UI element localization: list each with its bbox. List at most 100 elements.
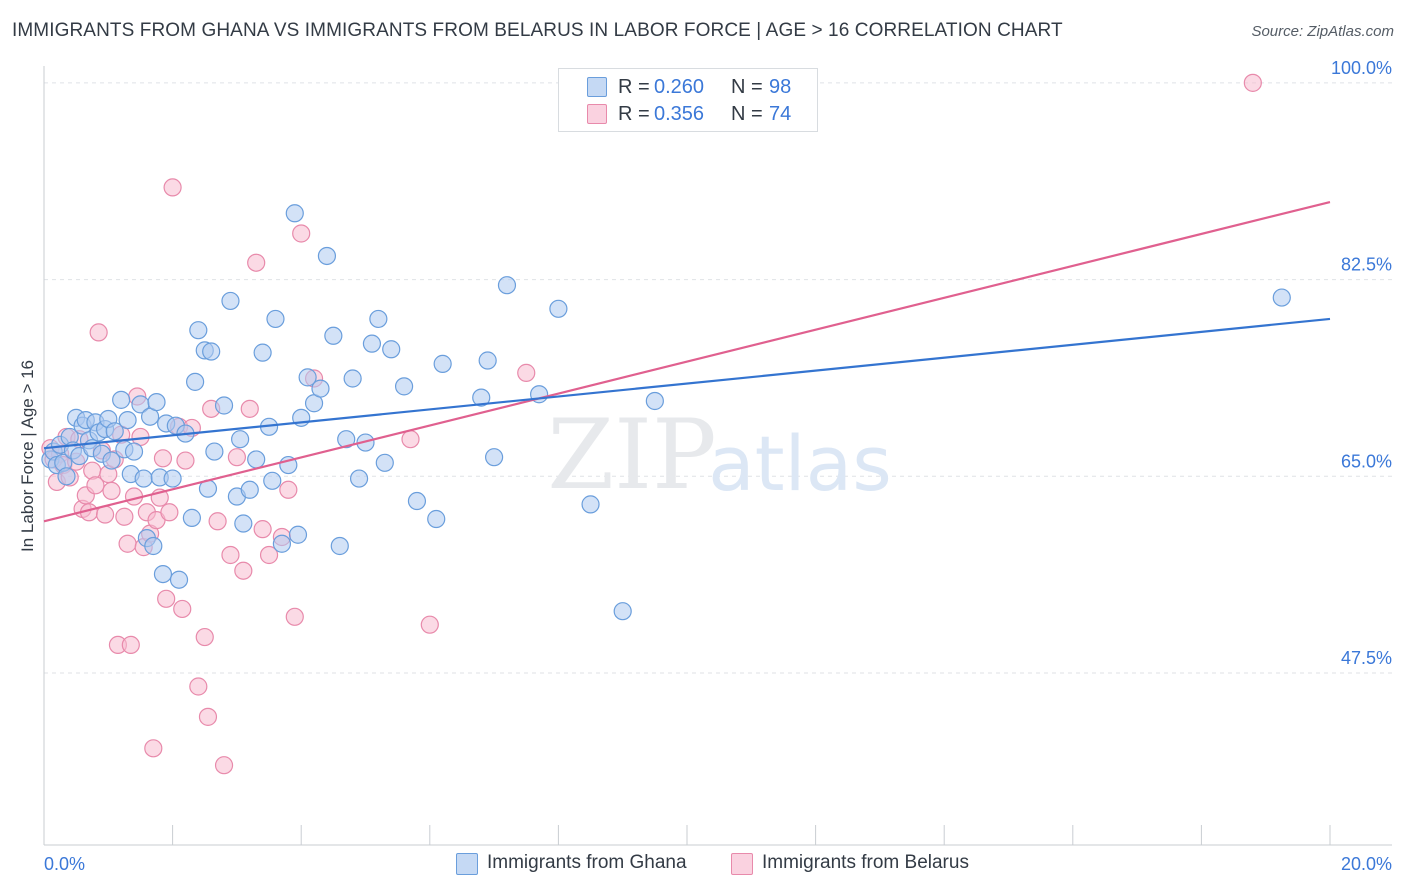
ghana-points <box>41 204 1291 621</box>
watermark-atlas: atlas <box>708 419 892 508</box>
ghana-point <box>144 536 163 556</box>
ghana-point <box>263 471 282 490</box>
ghana-point <box>147 393 166 412</box>
ghana-point <box>645 391 664 411</box>
ghana-point <box>311 379 330 398</box>
ghana-point <box>288 525 308 544</box>
legend-n-value-ghana: 98 <box>769 76 792 98</box>
legend-r-label: R = <box>618 76 650 98</box>
watermark: ZIP atlas <box>547 399 891 511</box>
ghana-point <box>247 450 266 469</box>
ghana-point <box>613 602 632 621</box>
belarus-swatch <box>731 853 753 875</box>
ghana-point <box>163 469 182 488</box>
ghana-point <box>186 372 205 391</box>
ghana-point <box>427 509 446 529</box>
ghana-point <box>231 430 250 449</box>
ghana-point <box>118 410 137 430</box>
ghana-point <box>253 343 272 362</box>
ghana-point <box>202 342 221 361</box>
ghana-legend-label: Immigrants from Ghana <box>487 852 687 873</box>
belarus-point <box>292 224 311 243</box>
belarus-point <box>221 545 240 565</box>
ghana-point <box>581 495 600 514</box>
grid-lines <box>44 82 1392 674</box>
ghana-point <box>182 508 201 527</box>
legend-n-label: N = <box>731 76 763 98</box>
tick-labels: 47.5% 65.0% 82.5% 100.0% 0.0% 20.0% <box>44 58 1392 874</box>
belarus-point <box>118 534 137 553</box>
ghana-point <box>205 442 224 461</box>
belarus-point <box>420 615 439 634</box>
ghana-point <box>102 451 121 470</box>
correlation-legend: R = 0.260 N = 98 R = 0.356 N = 74 <box>558 68 818 132</box>
ghana-point <box>298 368 317 387</box>
belarus-point <box>189 677 208 696</box>
belarus-point <box>517 363 536 382</box>
ghana-point <box>337 430 356 449</box>
legend-r-value-belarus: 0.356 <box>654 103 705 125</box>
watermark-zip: ZIP <box>547 399 716 511</box>
legend-n-label: N = <box>731 103 763 125</box>
x-tick-label: 20.0% <box>1341 854 1392 874</box>
belarus-point <box>285 607 304 626</box>
ghana-swatch <box>456 853 478 875</box>
belarus-point <box>234 561 253 580</box>
ghana-point <box>134 469 153 488</box>
ghana-point <box>382 340 401 359</box>
belarus-point <box>160 503 179 522</box>
ghana-point <box>497 276 517 295</box>
belarus-point <box>102 481 121 501</box>
belarus-point <box>153 449 173 468</box>
belarus-point <box>86 476 105 495</box>
belarus-legend-label: Immigrants from Belarus <box>762 852 969 873</box>
belarus-trend-line <box>43 200 1331 523</box>
chart-title: IMMIGRANTS FROM GHANA VS IMMIGRANTS FROM… <box>12 20 1063 41</box>
ghana-point <box>317 246 337 266</box>
belarus-point <box>163 178 182 197</box>
ghana-point <box>394 377 414 396</box>
ghana-point <box>369 309 388 329</box>
belarus-point <box>240 399 259 418</box>
ghana-point <box>375 453 394 472</box>
ghana-point <box>362 334 382 353</box>
belarus-point <box>401 430 420 449</box>
ghana-point <box>214 396 234 415</box>
ghana-point <box>478 351 497 370</box>
ghana-point <box>112 390 131 409</box>
ghana-point <box>105 422 124 441</box>
ghana-point <box>433 354 452 373</box>
belarus-point <box>279 480 298 499</box>
belarus-point <box>176 451 195 470</box>
ghana-point <box>407 491 427 511</box>
ghana-point <box>189 321 208 340</box>
y-tick-label: 65.0% <box>1341 451 1392 471</box>
ghana-point <box>266 309 285 329</box>
ghana-point <box>324 326 343 345</box>
ghana-point <box>472 388 491 407</box>
y-tick-label: 47.5% <box>1341 648 1392 668</box>
ghana-point <box>234 514 253 533</box>
x-tick-label: 0.0% <box>44 854 85 874</box>
belarus-point <box>247 253 266 272</box>
belarus-point <box>195 627 214 647</box>
ghana-point <box>124 442 144 461</box>
belarus-point <box>121 635 140 655</box>
ghana-point <box>57 467 76 486</box>
ghana-point <box>549 299 568 318</box>
ghana-point <box>1272 288 1291 307</box>
ghana-point <box>272 534 292 553</box>
ghana-point <box>169 570 189 589</box>
ghana-point <box>485 448 504 467</box>
legend-r-value-ghana: 0.260 <box>654 76 705 98</box>
trend-lines <box>43 200 1331 523</box>
belarus-point <box>227 448 246 467</box>
belarus-point <box>259 545 279 565</box>
belarus-point <box>89 323 108 342</box>
belarus-point <box>253 520 272 539</box>
y-tick-label: 82.5% <box>1341 255 1392 275</box>
legend-r-label: R = <box>618 103 650 125</box>
ghana-point <box>349 469 369 488</box>
ghana-point <box>240 480 259 499</box>
